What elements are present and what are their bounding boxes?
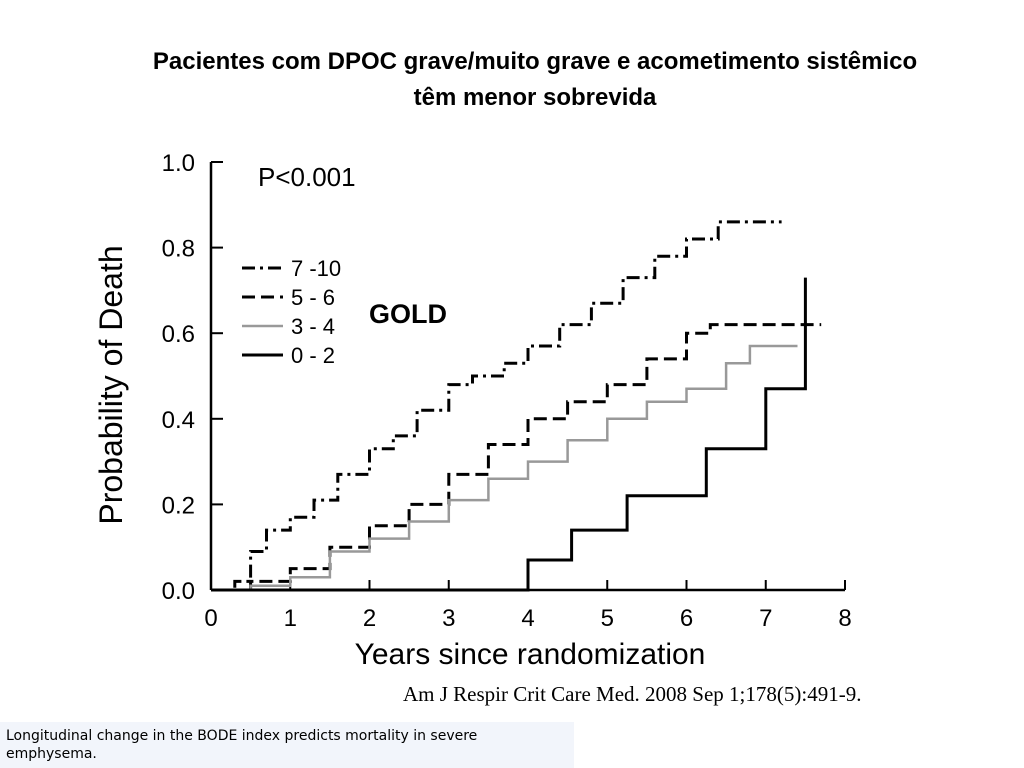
slide-title: Pacientes com DPOC grave/muito grave e a… (40, 44, 1024, 116)
x-axis-label: Years since randomization (355, 638, 706, 671)
legend-label: 0 - 2 (291, 343, 335, 368)
x-tick-label: 7 (759, 605, 772, 632)
gold-annotation: GOLD (369, 299, 447, 329)
y-tick-label: 0.2 (162, 492, 195, 519)
series-line-4 (211, 277, 807, 592)
x-tick-label: 4 (521, 605, 534, 632)
series-line-1 (211, 220, 782, 592)
series-line-2 (211, 323, 822, 592)
x-tick-label: 0 (204, 605, 217, 632)
y-tick-label: 0.8 (162, 236, 195, 263)
x-tick-label: 5 (601, 605, 614, 632)
x-tick-label: 1 (284, 605, 297, 632)
y-tick-label: 0.0 (162, 578, 195, 605)
x-tick-label: 6 (680, 605, 693, 632)
chart-series (211, 220, 822, 592)
y-axis-label: Probability of Death (93, 245, 129, 524)
chart-axes: 0.0 0.2 0.4 0.6 0.8 1.0 0 1 2 3 4 5 6 7 8 (162, 150, 852, 632)
slide-title-line-2: têm menor sobrevida (413, 84, 657, 111)
chart-legend: 7 -10 5 - 6 3 - 4 0 - 2 (242, 256, 341, 368)
y-tick-label: 0.6 (162, 321, 195, 348)
x-tick-label: 3 (442, 605, 455, 632)
p-value-annotation: P<0.001 (258, 162, 356, 192)
series-line-3 (211, 344, 798, 592)
legend-label: 3 - 4 (291, 314, 335, 339)
legend-label: 5 - 6 (291, 285, 335, 310)
legend-label: 7 -10 (291, 256, 341, 281)
figure-caption: Longitudinal change in the BODE index pr… (0, 722, 574, 768)
y-tick-label: 1.0 (162, 150, 195, 177)
x-tick-label: 8 (838, 605, 851, 632)
y-tick-label: 0.4 (162, 407, 195, 434)
slide-title-line-1: Pacientes com DPOC grave/muito grave e a… (152, 48, 918, 75)
x-tick-label: 2 (363, 605, 376, 632)
citation: Am J Respir Crit Care Med. 2008 Sep 1;17… (403, 682, 862, 706)
